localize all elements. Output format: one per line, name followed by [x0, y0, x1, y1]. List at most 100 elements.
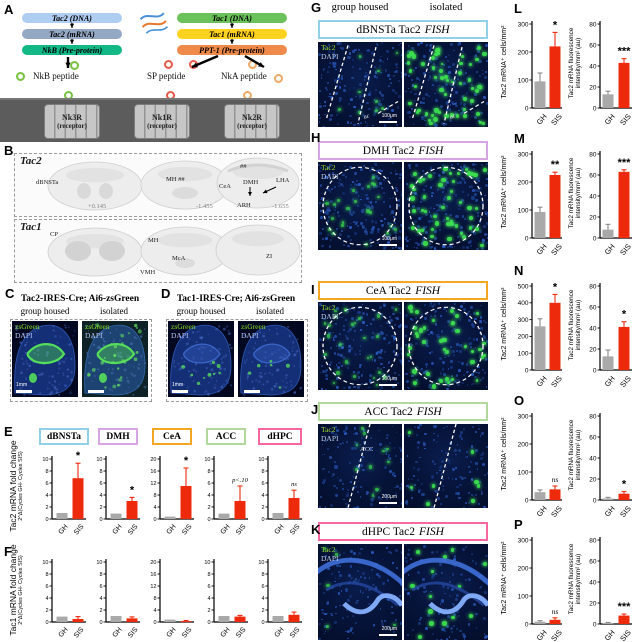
y-tick-label: 80 [589, 151, 597, 158]
dapi-nucleus-dot [477, 428, 480, 430]
dapi-nucleus-dot [340, 354, 344, 357]
dapi-nucleus-dot [348, 102, 350, 105]
dapi-speck [225, 325, 229, 328]
y-tick-label: 10 [96, 560, 102, 566]
significance-label: * [553, 19, 558, 31]
dapi-nucleus-dot [334, 576, 337, 579]
dapi-nucleus-dot [434, 463, 436, 465]
dapi-nucleus-dot [345, 335, 348, 338]
dapi-nucleus-dot [424, 363, 428, 367]
fish-title-text: dBNSTa Tac2 [356, 23, 421, 36]
dapi-nucleus-dot [406, 240, 409, 243]
dapi-nucleus-dot [377, 350, 380, 353]
dapi-nucleus-dot [334, 205, 337, 208]
dapi-nucleus-dot [481, 246, 484, 250]
dapi-nucleus-dot [446, 101, 449, 104]
bar-chart: 0 20 40 60 80 GH SIS *** [586, 8, 640, 134]
dapi-speck [141, 333, 143, 335]
scale-bar-label: 1mm [16, 382, 28, 388]
dapi-nucleus-dot [371, 551, 374, 555]
dapi-nucleus-dot [393, 216, 396, 219]
dapi-nucleus-dot [328, 163, 332, 167]
arrow-head [258, 62, 264, 67]
dapi-nucleus-dot [321, 244, 324, 248]
dapi-nucleus-dot [354, 577, 357, 580]
dapi-speck [130, 342, 133, 346]
dapi-nucleus-dot [364, 229, 367, 233]
dapi-nucleus-dot [444, 357, 446, 359]
dapi-nucleus-dot [427, 614, 431, 618]
dapi-speck [91, 380, 93, 383]
dapi-nucleus-dot [471, 553, 473, 555]
significance-label: * [76, 450, 81, 462]
dapi-nucleus-dot [396, 189, 399, 192]
dapi-nucleus-dot [329, 364, 332, 367]
dapi-nucleus-dot [370, 323, 373, 326]
dapi-nucleus-dot [346, 225, 349, 227]
dapi-speck [63, 324, 67, 327]
dapi-nucleus-dot [486, 59, 488, 62]
dapi-nucleus-dot [444, 451, 448, 455]
dapi-nucleus-dot [477, 211, 480, 214]
tac2-cell-dot [341, 221, 345, 224]
dapi-nucleus-dot [356, 122, 360, 126]
dapi-nucleus-dot [417, 243, 420, 246]
region-title-box: dHPC [258, 428, 302, 445]
dapi-nucleus-dot [445, 638, 449, 640]
dapi-nucleus-dot [348, 211, 352, 215]
hippocampus-outline [183, 343, 221, 364]
dapi-nucleus-dot [356, 179, 359, 183]
dapi-nucleus-dot [328, 50, 331, 53]
y-tick-label: 0 [261, 620, 264, 626]
dapi-nucleus-dot [437, 434, 440, 437]
dapi-nucleus-dot [448, 581, 451, 584]
fish-image-group_housed: ac Tac2 DAPI 100μm [318, 42, 402, 127]
dapi-nucleus-dot [331, 172, 334, 174]
bar-gh [218, 616, 230, 622]
dapi-nucleus-dot [475, 612, 478, 616]
dapi-nucleus-dot [337, 42, 340, 45]
dapi-nucleus-dot [387, 176, 390, 179]
dapi-speck [52, 324, 56, 328]
dna-strand [141, 20, 167, 28]
dapi-nucleus-dot [359, 352, 362, 355]
tac2-cell-dot [412, 171, 417, 177]
dapi-nucleus-dot [364, 233, 367, 235]
tac2-cell-dot [420, 208, 425, 213]
dapi-nucleus-dot [413, 191, 417, 195]
tac2-cell-dot [442, 554, 447, 560]
dapi-speck [220, 361, 224, 364]
dapi-nucleus-dot [360, 460, 363, 463]
dapi-nucleus-dot [400, 224, 402, 227]
fluor-ylabel-line1: Tac2 mRNA fluorescence [568, 27, 575, 99]
dapi-nucleus-dot [423, 189, 426, 192]
panel-letter-l: L [514, 1, 522, 16]
dapi-nucleus-dot [417, 468, 420, 471]
dapi-nucleus-dot [455, 104, 458, 107]
bar-gh [110, 513, 122, 519]
dapi-nucleus-dot [418, 456, 421, 459]
dapi-speck [29, 385, 32, 388]
dapi-nucleus-dot [382, 302, 385, 305]
cortex-shade [65, 168, 125, 183]
dapi-nucleus-dot [450, 214, 452, 216]
dapi-nucleus-dot [334, 79, 338, 83]
dapi-nucleus-dot [482, 369, 485, 372]
dapi-nucleus-dot [456, 627, 459, 630]
bar-sis [618, 171, 630, 238]
dapi-speck [220, 357, 223, 360]
dapi-nucleus-dot [407, 211, 410, 214]
dapi-nucleus-dot [446, 387, 450, 390]
tac2-cell-dot [478, 347, 482, 352]
dapi-nucleus-dot [418, 621, 422, 625]
dapi-nucleus-dot [331, 430, 335, 434]
hemisphere [170, 324, 232, 396]
dapi-nucleus-dot [435, 490, 439, 494]
dapi-speck [219, 367, 222, 371]
dapi-speck [195, 347, 197, 350]
dapi-nucleus-dot [475, 448, 479, 452]
fish-image-isolated [404, 162, 488, 250]
dapi-speck [74, 329, 76, 332]
dapi-speck [110, 389, 114, 392]
dapi-nucleus-dot [486, 340, 488, 343]
